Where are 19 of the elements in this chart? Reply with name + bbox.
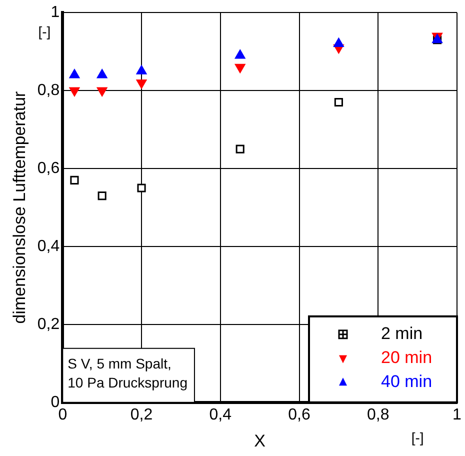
x-tick-label: 0,2 — [130, 406, 153, 424]
y-tick-label: 0,8 — [37, 82, 60, 99]
x-tick-label: 0,6 — [288, 406, 310, 424]
x-tick-label: 0,8 — [367, 406, 390, 424]
legend-label: 2 min — [381, 324, 423, 344]
y-tick-label: 0,6 — [37, 160, 60, 177]
annotation: S V, 5 mm Spalt, 10 Pa Drucksprung — [68, 355, 188, 390]
y-tick-label: 0,2 — [37, 316, 60, 333]
x-tick-label: 1 — [452, 406, 462, 424]
legend-label: 40 min — [381, 372, 432, 392]
y-tick-label: 0 — [50, 394, 60, 411]
x-axis-title: X — [254, 431, 266, 450]
text: [-] — [411, 429, 424, 446]
x-tick-label: 0,4 — [209, 406, 232, 424]
y-axis-title: dimensionslose Lufttemperatur — [10, 90, 29, 324]
text: [-] — [38, 23, 51, 40]
y-tick-label: 0,4 — [37, 238, 60, 255]
y-tick-label: 1 — [50, 4, 60, 22]
legend-label: 20 min — [381, 348, 432, 368]
